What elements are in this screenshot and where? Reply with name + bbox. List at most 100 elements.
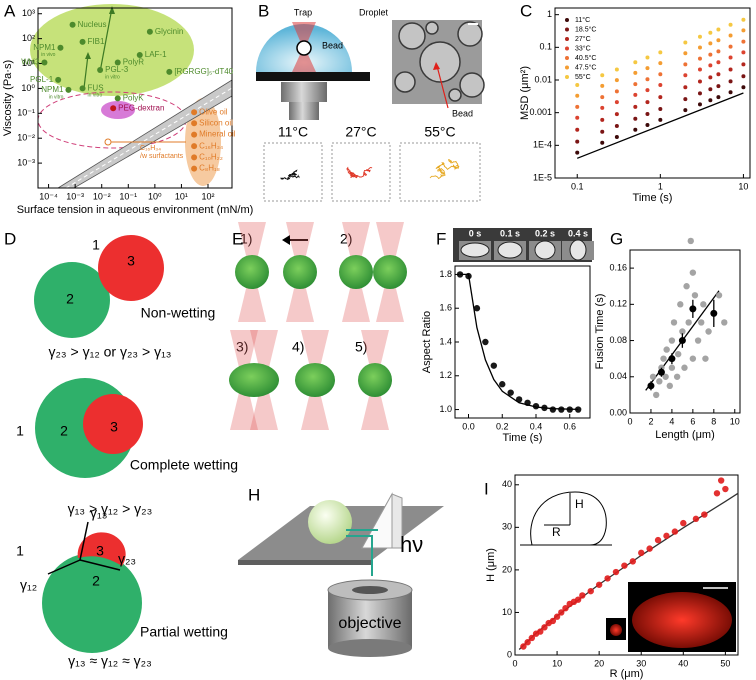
- step-label: 3): [236, 339, 248, 355]
- panel-label: B: [258, 1, 269, 20]
- point: [728, 33, 733, 38]
- x-tick-label: 10: [552, 658, 562, 668]
- point: [600, 95, 605, 100]
- point: [677, 301, 684, 308]
- point: [191, 154, 198, 161]
- point: [575, 150, 580, 155]
- temp-label: 11°C: [278, 124, 308, 140]
- droplet-shape: [530, 491, 607, 546]
- light-label: hν: [400, 532, 423, 557]
- inset-droplet: [569, 239, 587, 261]
- trap-label: Trap: [294, 7, 312, 17]
- point: [473, 305, 481, 312]
- point: [658, 83, 663, 88]
- point-sublabel: in vitro: [49, 94, 64, 100]
- point: [55, 76, 62, 83]
- point: [721, 319, 728, 326]
- step-label: 4): [292, 339, 304, 355]
- point: [708, 52, 713, 57]
- point: [499, 381, 506, 388]
- legend-label: 47.5°C: [575, 63, 596, 71]
- region-label: 1: [16, 543, 24, 559]
- phase-3: [83, 394, 143, 454]
- point: [701, 511, 708, 518]
- point: [697, 45, 702, 50]
- bead: [229, 363, 279, 397]
- point-label: PGL-3: [105, 65, 129, 74]
- x-tick-label: 4: [669, 416, 674, 426]
- point: [541, 624, 548, 631]
- point: [691, 292, 699, 299]
- point: [717, 477, 725, 484]
- step-label: 5): [355, 339, 367, 355]
- y-tick-label: 10³: [22, 8, 35, 18]
- point-label: C₁₆H₃₄: [199, 141, 223, 150]
- inset-droplet: [460, 242, 490, 258]
- point: [728, 55, 733, 60]
- y-tick-label: 0.00: [609, 407, 627, 417]
- point: [57, 44, 64, 51]
- point: [537, 628, 544, 635]
- point: [575, 93, 580, 98]
- point: [136, 52, 143, 59]
- step-label: 1): [240, 231, 252, 247]
- point: [566, 406, 573, 413]
- point: [666, 382, 674, 390]
- point: [687, 237, 694, 245]
- point: [614, 89, 619, 94]
- point: [697, 102, 702, 107]
- point: [708, 87, 713, 92]
- x-tick-label: 0: [627, 416, 632, 426]
- fit-line: [460, 273, 579, 411]
- point: [683, 85, 688, 90]
- legend-label: 40.5°C: [575, 54, 596, 62]
- point-label: Mineral oil: [199, 130, 236, 139]
- band-line: [65, 87, 233, 189]
- mean-point: [657, 368, 665, 376]
- photo-small-droplet: [610, 624, 622, 636]
- inset-label: 0.4 s: [568, 228, 588, 238]
- micro-droplets: [394, 21, 485, 102]
- annotation: /w surfactants: [140, 153, 184, 160]
- point: [528, 634, 536, 642]
- point: [79, 85, 86, 92]
- panel-label: A: [4, 1, 16, 20]
- point-label: Silicon oil: [199, 118, 233, 127]
- point: [482, 338, 489, 346]
- legend-label: 55°C: [575, 73, 591, 81]
- panel-d: D 1 2 3 Non-wetting γ₂₃ > γ₁₂ or γ₂₃ > γ…: [4, 229, 238, 668]
- point: [465, 272, 472, 280]
- region-label: 2: [60, 423, 68, 439]
- bead: [235, 255, 269, 289]
- y-tick-label: 10⁻¹: [17, 108, 35, 118]
- point: [575, 139, 580, 144]
- point: [614, 134, 619, 139]
- x-tick-label: 0.4: [530, 421, 543, 431]
- point: [697, 34, 702, 39]
- y-tick-label: 10⁰: [21, 83, 35, 93]
- point: [587, 587, 594, 595]
- objective: [289, 102, 319, 120]
- arrow: [99, 7, 113, 73]
- condition: γ₁₃ > γ₁₂ > γ₂₃: [68, 501, 153, 517]
- point: [741, 17, 746, 22]
- panel-label: H: [248, 485, 260, 504]
- point: [524, 639, 531, 646]
- x-tick-label: 1: [658, 181, 663, 191]
- point: [600, 105, 605, 110]
- point: [728, 22, 733, 27]
- point: [741, 39, 746, 44]
- point: [722, 485, 729, 493]
- bead: [283, 255, 317, 289]
- point: [600, 129, 605, 134]
- panel-h: H hν objective: [238, 485, 444, 657]
- point: [679, 328, 686, 335]
- coverslip-edge: [238, 560, 372, 565]
- trajectory-box: [399, 142, 481, 202]
- droplet: [308, 500, 352, 544]
- region-label: 3: [96, 543, 104, 559]
- point: [191, 120, 198, 127]
- y-tick-label: 10²: [22, 33, 35, 43]
- point: [728, 44, 733, 49]
- point: [645, 77, 650, 82]
